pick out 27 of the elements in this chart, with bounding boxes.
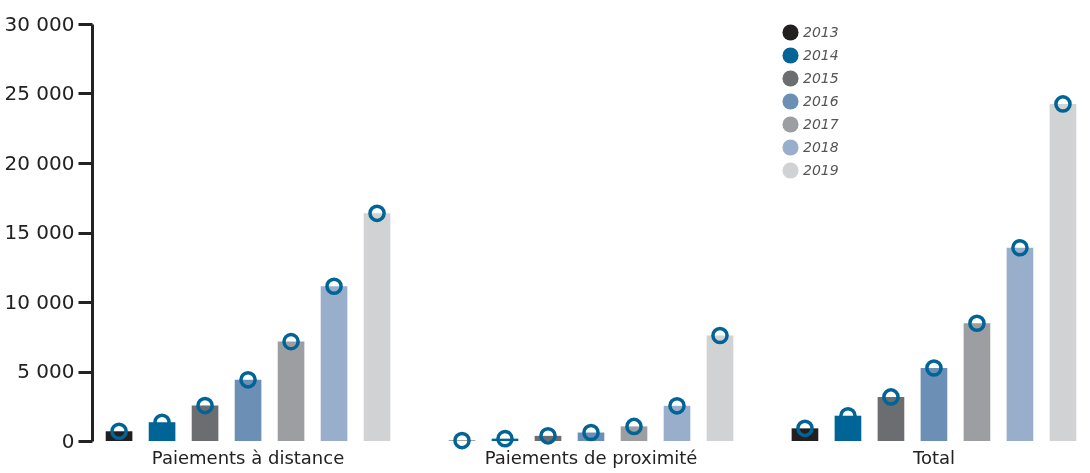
legend-label: 2019 [803, 161, 839, 178]
legend-label: 2017 [803, 115, 839, 132]
legend-label: 2016 [803, 92, 839, 109]
legend-label: 2015 [803, 69, 839, 86]
bar [1049, 103, 1077, 441]
x-tick-label: Paiements de proximité [484, 446, 698, 468]
bar [234, 379, 262, 441]
legend-label: 2013 [803, 23, 839, 40]
y-tick-label: 25 000 [4, 81, 75, 105]
bar [963, 323, 991, 441]
bar [706, 335, 734, 441]
bar [277, 341, 305, 441]
bar [877, 396, 905, 441]
bar [320, 286, 348, 441]
legend-label: 2018 [803, 138, 839, 155]
x-tick-label: Paiements à distance [151, 446, 345, 468]
bar [920, 368, 948, 441]
bar [363, 213, 391, 441]
y-tick-label: 0 [61, 428, 75, 453]
y-tick-label: 5 000 [17, 359, 75, 383]
y-tick-label: 15 000 [4, 220, 75, 244]
y-tick-label: 30 000 [4, 11, 75, 36]
legend-label: 2014 [803, 46, 839, 63]
y-tick-label: 10 000 [4, 289, 75, 314]
bar [1006, 247, 1034, 441]
y-tick-label: 20 000 [4, 150, 75, 175]
x-tick-label: Total [911, 446, 955, 468]
